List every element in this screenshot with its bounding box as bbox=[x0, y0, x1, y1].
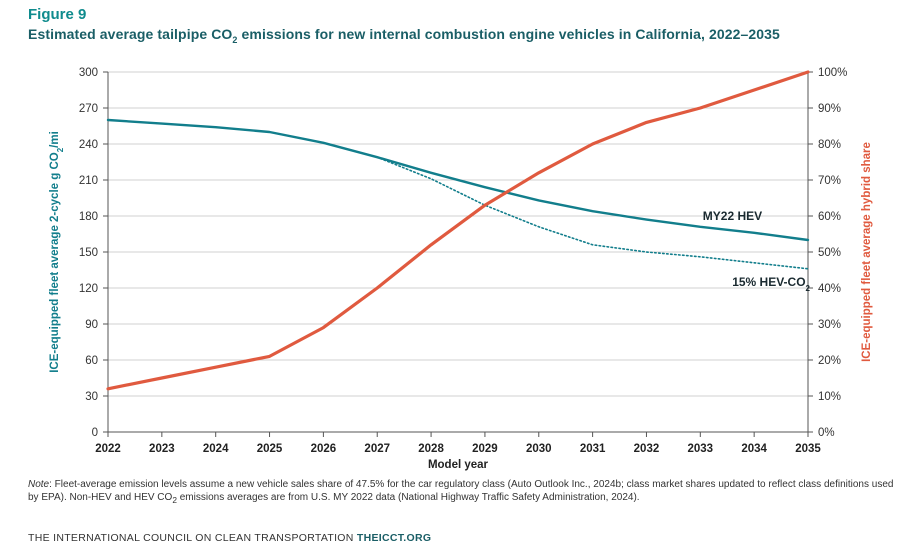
y-tick-right-label: 40% bbox=[818, 283, 841, 295]
y-tick-left-label: 180 bbox=[79, 211, 98, 223]
x-tick-label: 2031 bbox=[580, 443, 606, 455]
x-tick-label: 2026 bbox=[311, 443, 337, 455]
y-tick-right-label: 80% bbox=[818, 139, 841, 151]
y-tick-left-label: 120 bbox=[79, 283, 98, 295]
chart-note: Note: Fleet-average emission levels assu… bbox=[28, 479, 894, 505]
series-label-my22-hev: MY22 HEV bbox=[703, 209, 762, 223]
y-tick-right-label: 50% bbox=[818, 247, 841, 259]
x-tick-label: 2024 bbox=[203, 443, 229, 455]
y-tick-right-label: 100% bbox=[818, 67, 847, 79]
tick-labels: 0 0% 30 10% 60 20% 90 30% 120 40% 150 50% 180 60% 210 7… bbox=[79, 67, 848, 455]
y-tick-left-label: 150 bbox=[79, 247, 98, 259]
y-tick-right-label: 0% bbox=[818, 427, 835, 439]
series-line-15pct-hev-co2 bbox=[107, 119, 809, 270]
y-tick-left-label: 300 bbox=[79, 67, 98, 79]
y-tick-right-label: 30% bbox=[818, 319, 841, 331]
axes bbox=[103, 71, 813, 437]
x-tick-label: 2032 bbox=[634, 443, 660, 455]
x-tick-label: 2027 bbox=[364, 443, 390, 455]
y-tick-right-label: 70% bbox=[818, 175, 841, 187]
x-tick-label: 2035 bbox=[795, 443, 821, 455]
footer: THE INTERNATIONAL COUNCIL ON CLEAN TRANS… bbox=[28, 532, 432, 544]
x-tick-label: 2023 bbox=[149, 443, 175, 455]
y-tick-left-label: 210 bbox=[79, 175, 98, 187]
y-axis-left-label: ICE-equipped fleet average 2-cycle g CO2… bbox=[49, 131, 65, 373]
series-lines bbox=[106, 70, 810, 391]
x-tick-label: 2025 bbox=[257, 443, 283, 455]
line-chart: 0 0% 30 10% 60 20% 90 30% 120 40% 150 50% 180 60% 210 7… bbox=[49, 67, 873, 471]
x-tick-label: 2034 bbox=[741, 443, 767, 455]
figure-label: Figure 9 bbox=[28, 6, 87, 23]
x-axis-label: Model year bbox=[428, 459, 489, 471]
y-tick-right-label: 20% bbox=[818, 355, 841, 367]
y-tick-left-label: 240 bbox=[79, 139, 98, 151]
y-tick-left-label: 60 bbox=[85, 355, 98, 367]
x-tick-label: 2022 bbox=[95, 443, 121, 455]
y-tick-right-label: 60% bbox=[818, 211, 841, 223]
x-tick-label: 2030 bbox=[526, 443, 552, 455]
y-axis-right-label: ICE-equipped fleet average hybrid share bbox=[861, 142, 873, 362]
y-tick-right-label: 10% bbox=[818, 391, 841, 403]
y-tick-left-label: 30 bbox=[85, 391, 98, 403]
series-line-hybrid-share bbox=[106, 70, 810, 391]
series-label-15pct-hev-co2: 15% HEV-CO2 bbox=[732, 275, 810, 293]
y-tick-left-label: 90 bbox=[85, 319, 98, 331]
x-tick-label: 2028 bbox=[418, 443, 444, 455]
gridlines bbox=[108, 71, 808, 397]
x-tick-label: 2033 bbox=[688, 443, 714, 455]
y-tick-left-label: 0 bbox=[92, 427, 98, 439]
y-tick-right-label: 90% bbox=[818, 103, 841, 115]
figure-title: Estimated average tailpipe CO2 emissions… bbox=[28, 26, 780, 45]
y-tick-left-label: 270 bbox=[79, 103, 98, 115]
x-tick-label: 2029 bbox=[472, 443, 498, 455]
